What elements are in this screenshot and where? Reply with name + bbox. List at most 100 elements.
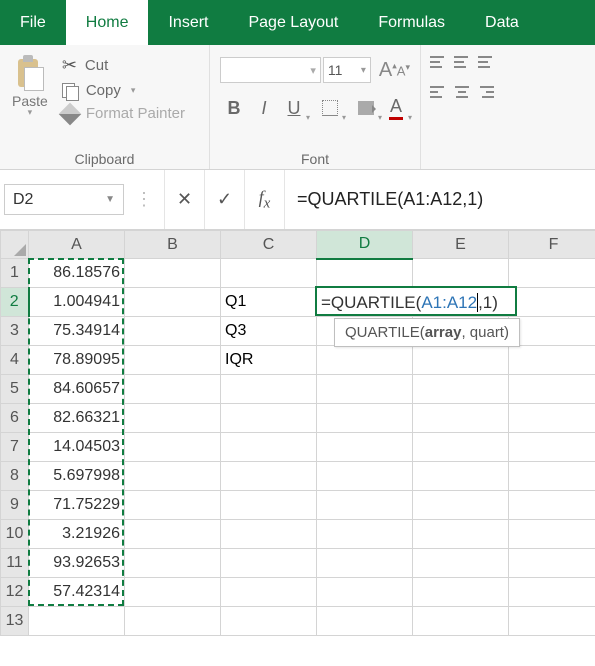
row-header[interactable]: 2 [1, 288, 29, 317]
cell[interactable] [317, 520, 413, 549]
insert-function-button[interactable]: fx [244, 170, 284, 229]
cell[interactable] [221, 578, 317, 607]
align-bottom-button[interactable] [475, 51, 497, 73]
cell[interactable] [221, 549, 317, 578]
tab-formulas[interactable]: Formulas [358, 0, 465, 45]
tab-data[interactable]: Data [465, 0, 539, 45]
cell[interactable]: IQR [221, 346, 317, 375]
row-header[interactable]: 4 [1, 346, 29, 375]
cell[interactable]: 75.34914 [29, 317, 125, 346]
align-left-button[interactable] [427, 81, 449, 103]
col-header-C[interactable]: C [221, 231, 317, 259]
cell[interactable] [221, 433, 317, 462]
row-header[interactable]: 13 [1, 607, 29, 636]
formula-options-icon[interactable]: ⋮ [124, 170, 164, 229]
cell[interactable] [317, 578, 413, 607]
cell[interactable] [413, 404, 509, 433]
tab-page-layout[interactable]: Page Layout [228, 0, 358, 45]
cell[interactable] [413, 375, 509, 404]
row-header[interactable]: 6 [1, 404, 29, 433]
cell[interactable]: 84.60657 [29, 375, 125, 404]
cell[interactable] [509, 462, 595, 491]
cell[interactable] [125, 520, 221, 549]
tab-insert[interactable]: Insert [148, 0, 228, 45]
cell[interactable] [509, 549, 595, 578]
cell[interactable] [509, 578, 595, 607]
cell[interactable] [125, 288, 221, 317]
cell[interactable]: 71.75229 [29, 491, 125, 520]
cell[interactable] [317, 433, 413, 462]
bold-button[interactable]: B [220, 94, 248, 122]
cell[interactable] [509, 433, 595, 462]
cell[interactable] [125, 462, 221, 491]
cell[interactable]: 14.04503 [29, 433, 125, 462]
cell[interactable] [509, 259, 595, 288]
col-header-E[interactable]: E [413, 231, 509, 259]
row-header[interactable]: 10 [1, 520, 29, 549]
cell[interactable] [125, 433, 221, 462]
decrease-font-button[interactable]: A▾ [397, 62, 410, 78]
cell[interactable] [413, 549, 509, 578]
name-box-dropdown-icon[interactable]: ▼ [105, 194, 115, 205]
cell[interactable] [413, 346, 509, 375]
function-tooltip[interactable]: QUARTILE(array, quart) [334, 318, 520, 347]
accept-formula-button[interactable]: ✓ [204, 170, 244, 229]
row-header[interactable]: 11 [1, 549, 29, 578]
cell[interactable]: 82.66321 [29, 404, 125, 433]
cell[interactable] [413, 433, 509, 462]
row-header[interactable]: 8 [1, 462, 29, 491]
cell[interactable] [125, 607, 221, 636]
align-top-button[interactable] [427, 51, 449, 73]
col-header-D[interactable]: D [317, 231, 413, 259]
font-color-button[interactable]: A▾ [382, 94, 410, 122]
cell[interactable] [125, 491, 221, 520]
cell[interactable] [125, 375, 221, 404]
cell[interactable] [317, 288, 413, 317]
cell[interactable] [221, 520, 317, 549]
row-header[interactable]: 7 [1, 433, 29, 462]
cell[interactable] [413, 607, 509, 636]
cell[interactable]: Q3 [221, 317, 317, 346]
cell[interactable]: 78.89095 [29, 346, 125, 375]
cell[interactable]: 5.697998 [29, 462, 125, 491]
formula-bar-input[interactable]: =QUARTILE(A1:A12,1) [284, 170, 595, 229]
row-header[interactable]: 1 [1, 259, 29, 288]
font-size-select[interactable]: 11▾ [323, 57, 371, 83]
tab-file[interactable]: File [0, 0, 66, 45]
cell[interactable] [413, 578, 509, 607]
cell[interactable] [509, 375, 595, 404]
copy-dropdown-icon[interactable]: ▾ [131, 85, 136, 96]
cell[interactable] [317, 491, 413, 520]
row-header[interactable]: 12 [1, 578, 29, 607]
cell[interactable] [317, 549, 413, 578]
paste-button[interactable]: Paste ▾ [10, 51, 54, 147]
cell[interactable]: 86.18576 [29, 259, 125, 288]
underline-button[interactable]: U▾ [280, 94, 308, 122]
cell[interactable] [317, 607, 413, 636]
cell[interactable] [221, 491, 317, 520]
copy-button[interactable]: Copy ▾ [62, 82, 185, 99]
align-middle-button[interactable] [451, 51, 473, 73]
cell[interactable] [509, 346, 595, 375]
cell[interactable] [509, 520, 595, 549]
italic-button[interactable]: I [250, 94, 278, 122]
cell[interactable] [221, 462, 317, 491]
cell[interactable] [125, 404, 221, 433]
cell[interactable] [509, 317, 595, 346]
cell[interactable] [125, 317, 221, 346]
row-header[interactable]: 9 [1, 491, 29, 520]
select-all-corner[interactable] [1, 231, 29, 259]
cell[interactable]: Q1 [221, 288, 317, 317]
align-center-button[interactable] [451, 81, 473, 103]
cell[interactable] [509, 491, 595, 520]
cell[interactable] [317, 346, 413, 375]
cell[interactable] [221, 404, 317, 433]
col-header-F[interactable]: F [509, 231, 595, 259]
borders-button[interactable]: ▾ [316, 94, 344, 122]
cell[interactable]: 93.92653 [29, 549, 125, 578]
cell[interactable] [221, 259, 317, 288]
cell[interactable] [317, 259, 413, 288]
spreadsheet-grid[interactable]: A B C D E F 186.1857621.004941Q1375.3491… [0, 230, 595, 636]
cell[interactable] [413, 520, 509, 549]
cell[interactable] [509, 607, 595, 636]
